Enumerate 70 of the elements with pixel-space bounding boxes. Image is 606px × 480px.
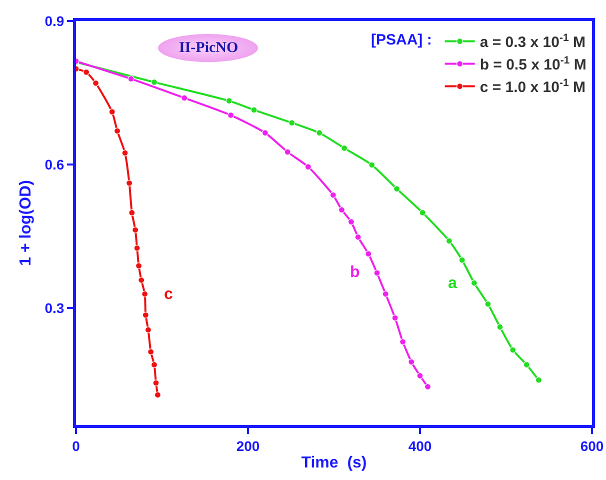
point xyxy=(458,256,466,264)
point xyxy=(354,234,362,240)
point xyxy=(393,186,400,192)
point xyxy=(126,180,133,186)
x-tick-label: 600 xyxy=(580,438,604,454)
x-tick-label: 400 xyxy=(408,438,432,454)
point xyxy=(446,238,453,244)
point xyxy=(128,76,134,82)
point xyxy=(144,326,152,334)
point xyxy=(496,324,504,330)
y-tick-label: 0.9 xyxy=(44,12,64,29)
point xyxy=(108,108,116,116)
point xyxy=(288,120,296,126)
point xyxy=(304,164,312,170)
point xyxy=(535,376,542,384)
point xyxy=(424,383,432,390)
point xyxy=(181,94,188,102)
annotation: c xyxy=(164,286,173,303)
x-tick-label: 200 xyxy=(236,438,260,454)
annotation: b xyxy=(350,264,360,281)
point xyxy=(374,270,380,276)
point xyxy=(135,262,142,270)
point xyxy=(134,244,140,252)
point xyxy=(226,98,232,104)
point xyxy=(150,361,158,368)
y-axis-title: 1 + log(OD) xyxy=(18,180,35,266)
point xyxy=(416,372,424,380)
point xyxy=(341,144,348,152)
point xyxy=(419,209,426,216)
point xyxy=(316,130,323,136)
point xyxy=(470,280,478,286)
point xyxy=(250,106,258,114)
point xyxy=(284,148,291,156)
point xyxy=(228,112,234,118)
point xyxy=(92,80,100,86)
x-tick-label: 0 xyxy=(72,438,80,454)
point xyxy=(148,348,154,356)
point xyxy=(392,314,398,322)
legend-title: [PSAA] : xyxy=(371,32,432,49)
annotation: II-PicNO xyxy=(179,40,238,56)
point xyxy=(138,276,145,284)
point xyxy=(338,206,346,214)
y-tick-label: 0.6 xyxy=(44,156,64,172)
x-axis-title: Time (s) xyxy=(301,454,367,472)
point xyxy=(368,162,376,168)
point xyxy=(154,392,161,398)
point xyxy=(382,290,389,298)
annotation: a xyxy=(448,275,457,292)
point xyxy=(484,300,492,308)
legend-label: c = 1.0 x 10$^{-1}$ M xyxy=(480,76,586,96)
point xyxy=(510,346,516,354)
point xyxy=(142,312,149,318)
point xyxy=(122,150,128,156)
legend-label: a = 0.3 x 10$^{-1}$ M xyxy=(480,32,586,52)
legend-label: b = 0.5 x 10$^{-1}$ M xyxy=(480,54,586,74)
point xyxy=(262,130,268,136)
point xyxy=(400,338,406,346)
point xyxy=(132,226,139,234)
point xyxy=(523,361,530,368)
point xyxy=(365,250,372,258)
point xyxy=(152,380,160,386)
y-tick-label: 0.3 xyxy=(44,300,64,316)
point xyxy=(128,209,136,216)
point xyxy=(142,290,148,298)
point xyxy=(150,78,158,86)
point xyxy=(83,68,90,76)
point xyxy=(114,128,121,134)
point xyxy=(408,358,415,366)
point xyxy=(348,218,354,226)
point xyxy=(330,192,336,198)
